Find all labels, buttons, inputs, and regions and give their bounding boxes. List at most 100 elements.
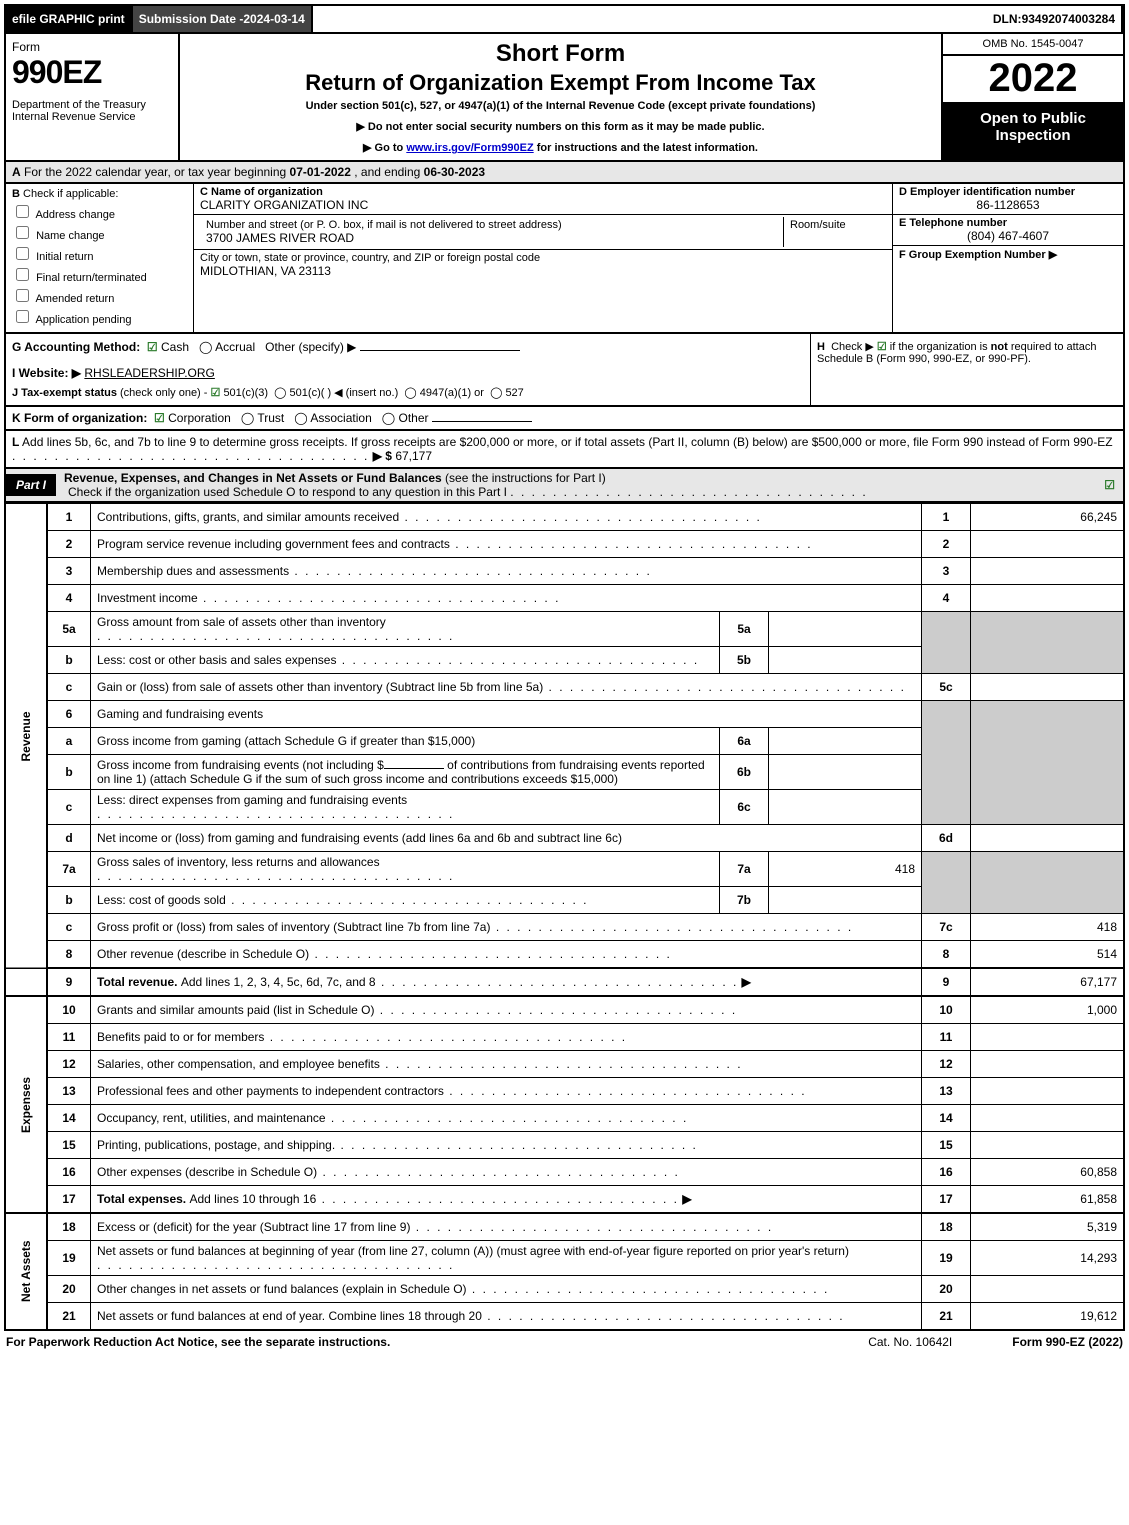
line-11-desc: Benefits paid to or for members bbox=[91, 1024, 922, 1051]
line-16-box: 16 bbox=[922, 1159, 971, 1186]
line-21-desc: Net assets or fund balances at end of ye… bbox=[91, 1303, 922, 1331]
line-14-num: 14 bbox=[47, 1105, 91, 1132]
line-16-amount: 60,858 bbox=[971, 1159, 1125, 1186]
check-initial-return[interactable]: Initial return bbox=[12, 244, 187, 263]
accounting-cash: Cash bbox=[161, 340, 189, 354]
check-name-change-label: Name change bbox=[36, 230, 105, 242]
line-9-desc: Total revenue. Add lines 1, 2, 3, 4, 5c,… bbox=[91, 968, 922, 996]
check-name-change[interactable]: Name change bbox=[12, 223, 187, 242]
column-c: C Name of organization CLARITY ORGANIZAT… bbox=[194, 184, 892, 332]
short-form-title: Short Form bbox=[190, 40, 931, 68]
line-7a-subamt: 418 bbox=[769, 852, 922, 887]
line-20-amount bbox=[971, 1276, 1125, 1303]
line-11-amount bbox=[971, 1024, 1125, 1051]
info-grid: B Check if applicable: Address change Na… bbox=[4, 184, 1125, 334]
line-19-num: 19 bbox=[47, 1241, 91, 1276]
top-bar: efile GRAPHIC print Submission Date - 20… bbox=[4, 4, 1125, 34]
line-6-shade bbox=[922, 701, 971, 825]
open-to-public: Open to Public Inspection bbox=[943, 104, 1123, 160]
check-final-return[interactable]: Final return/terminated bbox=[12, 265, 187, 284]
line-6c-subbox: 6c bbox=[720, 790, 769, 825]
line-6a-subbox: 6a bbox=[720, 728, 769, 755]
line-6d-num: d bbox=[47, 825, 91, 852]
submission-date: Submission Date - 2024-03-14 bbox=[133, 6, 313, 32]
city-value: MIDLOTHIAN, VA 23113 bbox=[200, 264, 886, 278]
row-l-arrow: ▶ $ bbox=[373, 449, 396, 463]
row-i-label: I Website: ▶ bbox=[12, 366, 81, 380]
part-i-checkbox[interactable]: ☑ bbox=[1104, 478, 1123, 492]
column-d-e-f: D Employer identification number 86-1128… bbox=[892, 184, 1123, 332]
line-6c-desc: Less: direct expenses from gaming and fu… bbox=[91, 790, 720, 825]
line-17-box: 17 bbox=[922, 1186, 971, 1214]
line-11-num: 11 bbox=[47, 1024, 91, 1051]
line-6-desc: Gaming and fundraising events bbox=[91, 701, 922, 728]
line-6d-box: 6d bbox=[922, 825, 971, 852]
accounting-accrual: Accrual bbox=[215, 340, 255, 354]
opt-trust: Trust bbox=[257, 411, 284, 425]
room-suite-label: Room/suite bbox=[790, 219, 880, 231]
part-i-tag: Part I bbox=[6, 474, 56, 496]
efile-print-label[interactable]: efile GRAPHIC print bbox=[6, 6, 133, 32]
part-i-title: Revenue, Expenses, and Changes in Net As… bbox=[56, 469, 1104, 501]
h-checkmark-icon: ☑ bbox=[877, 341, 887, 353]
line-10-amount: 1,000 bbox=[971, 996, 1125, 1024]
line-16-desc: Other expenses (describe in Schedule O) bbox=[91, 1159, 922, 1186]
tax-year: 2022 bbox=[943, 56, 1123, 104]
check-amended-return[interactable]: Amended return bbox=[12, 286, 187, 305]
opt-corporation: Corporation bbox=[168, 411, 231, 425]
check-application-pending-label: Application pending bbox=[35, 314, 131, 326]
line-21-amount: 19,612 bbox=[971, 1303, 1125, 1331]
line-2-amount bbox=[971, 531, 1125, 558]
line-20-desc: Other changes in net assets or fund bala… bbox=[91, 1276, 922, 1303]
line-6c-num: c bbox=[47, 790, 91, 825]
line-4-num: 4 bbox=[47, 585, 91, 612]
accounting-other: Other (specify) ▶ bbox=[265, 340, 356, 354]
line-6b-subbox: 6b bbox=[720, 755, 769, 790]
line-5c-box: 5c bbox=[922, 674, 971, 701]
opt-527: 527 bbox=[505, 387, 523, 399]
form-version: Form 990-EZ (2022) bbox=[1012, 1335, 1123, 1349]
row-l-label: L bbox=[12, 435, 19, 449]
col-b-label: B bbox=[12, 188, 20, 200]
line-14-desc: Occupancy, rent, utilities, and maintena… bbox=[91, 1105, 922, 1132]
line-5c-desc: Gain or (loss) from sale of assets other… bbox=[91, 674, 922, 701]
line-5ab-shade-amt bbox=[971, 612, 1125, 674]
line-5c-amount bbox=[971, 674, 1125, 701]
line-8-amount: 514 bbox=[971, 941, 1125, 969]
irs-link[interactable]: www.irs.gov/Form990EZ bbox=[406, 142, 533, 154]
gross-receipts-value: 67,177 bbox=[395, 449, 432, 463]
website-link[interactable]: RHSLEADERSHIP.ORG bbox=[84, 366, 214, 380]
ein-cell: D Employer identification number 86-1128… bbox=[893, 184, 1123, 215]
instr2-post: for instructions and the latest informat… bbox=[537, 142, 758, 154]
check-address-change-label: Address change bbox=[35, 209, 115, 221]
part-i-header: Part I Revenue, Expenses, and Changes in… bbox=[4, 469, 1125, 503]
form-version-pre: Form bbox=[1012, 1335, 1045, 1349]
line-12-box: 12 bbox=[922, 1051, 971, 1078]
row-k-label: K Form of organization: bbox=[12, 411, 147, 425]
row-h-post: if the organization is bbox=[890, 341, 991, 353]
row-h-label: H bbox=[817, 341, 825, 353]
line-8-desc: Other revenue (describe in Schedule O) bbox=[91, 941, 922, 969]
line-15-desc: Printing, publications, postage, and shi… bbox=[91, 1132, 922, 1159]
line-13-box: 13 bbox=[922, 1078, 971, 1105]
check-address-change[interactable]: Address change bbox=[12, 202, 187, 221]
part-i-title-main: Revenue, Expenses, and Changes in Net As… bbox=[64, 471, 445, 485]
check-application-pending[interactable]: Application pending bbox=[12, 307, 187, 326]
part-i-title-sub: (see the instructions for Part I) bbox=[445, 471, 606, 485]
line-5a-subamt bbox=[769, 612, 922, 647]
address-label: Number and street (or P. O. box, if mail… bbox=[206, 219, 777, 231]
line-4-desc: Investment income bbox=[91, 585, 922, 612]
org-name-label: C Name of organization bbox=[200, 186, 886, 198]
org-name-cell: C Name of organization CLARITY ORGANIZAT… bbox=[194, 184, 892, 215]
line-6b-desc: Gross income from fundraising events (no… bbox=[91, 755, 720, 790]
ein-value: 86-1128653 bbox=[899, 198, 1117, 212]
instruction-1: ▶ Do not enter social security numbers o… bbox=[190, 120, 931, 133]
line-6d-desc: Net income or (loss) from gaming and fun… bbox=[91, 825, 922, 852]
line-7c-amount: 418 bbox=[971, 914, 1125, 941]
line-19-desc: Net assets or fund balances at beginning… bbox=[91, 1241, 922, 1276]
form-header: Form 990EZ Department of the Treasury In… bbox=[4, 34, 1125, 162]
line-12-desc: Salaries, other compensation, and employ… bbox=[91, 1051, 922, 1078]
city-label: City or town, state or province, country… bbox=[200, 252, 886, 264]
line-8-num: 8 bbox=[47, 941, 91, 969]
check-initial-return-label: Initial return bbox=[36, 251, 93, 263]
